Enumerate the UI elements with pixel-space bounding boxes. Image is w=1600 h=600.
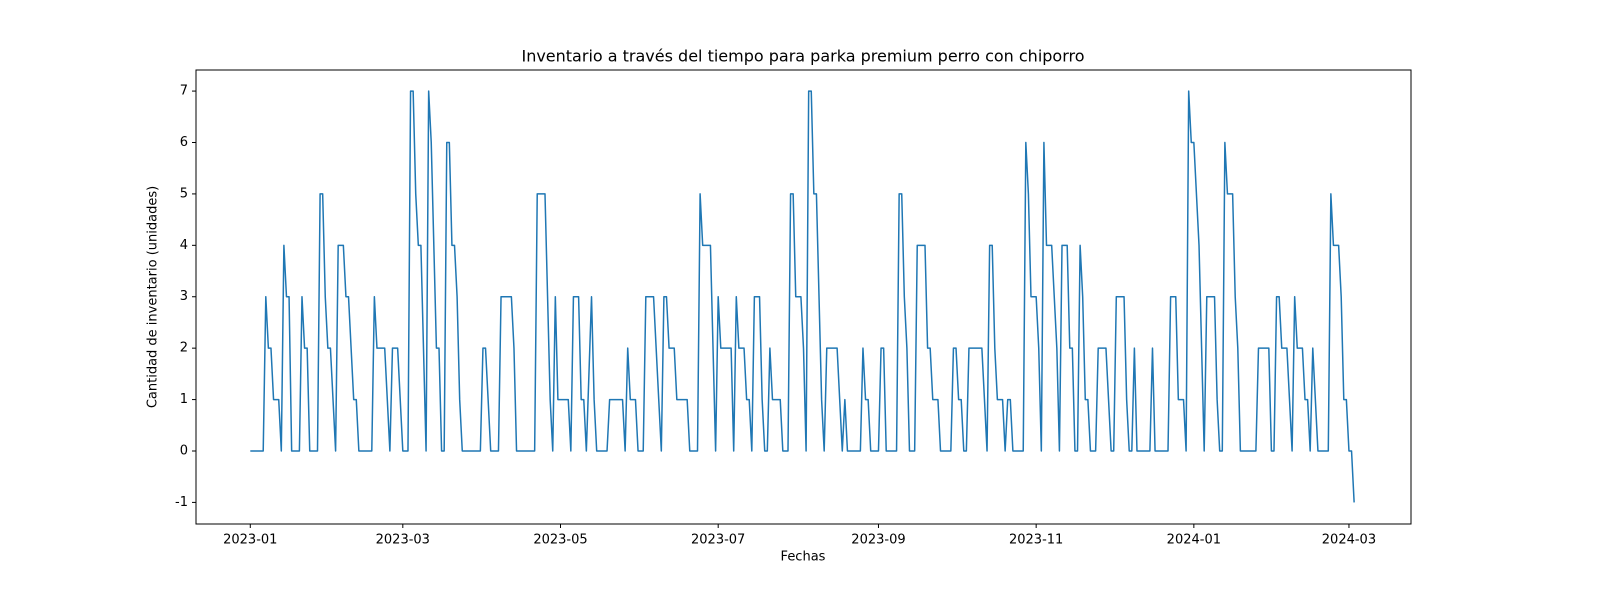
x-tick-label: 2024-01 <box>1167 533 1221 548</box>
y-tick-label: 1 <box>180 392 188 407</box>
data-line <box>250 90 1355 503</box>
x-tick-label: 2023-01 <box>223 533 277 548</box>
y-tick-label: 3 <box>180 289 188 304</box>
x-tick-label: 2023-03 <box>376 533 430 548</box>
y-tick-label: 0 <box>180 443 188 458</box>
chart-title: Inventario a través del tiempo para park… <box>521 47 1084 66</box>
x-axis-label: Fechas <box>781 550 826 565</box>
x-tick-label: 2023-09 <box>851 533 905 548</box>
y-tick-label: -1 <box>175 495 188 510</box>
y-tick-label: 4 <box>180 238 188 253</box>
x-tick-label: 2023-07 <box>691 533 745 548</box>
x-tick-label: 2024-03 <box>1322 533 1376 548</box>
plot-frame <box>195 69 1412 525</box>
y-axis-label: Cantidad de inventario (unidades) <box>146 186 161 408</box>
x-tick-label: 2023-05 <box>533 533 587 548</box>
y-tick-label: 5 <box>180 186 188 201</box>
y-tick-label: 6 <box>180 135 188 150</box>
x-tick-label: 2023-11 <box>1009 533 1063 548</box>
y-tick-label: 7 <box>180 84 188 99</box>
y-tick-label: 2 <box>180 341 188 356</box>
